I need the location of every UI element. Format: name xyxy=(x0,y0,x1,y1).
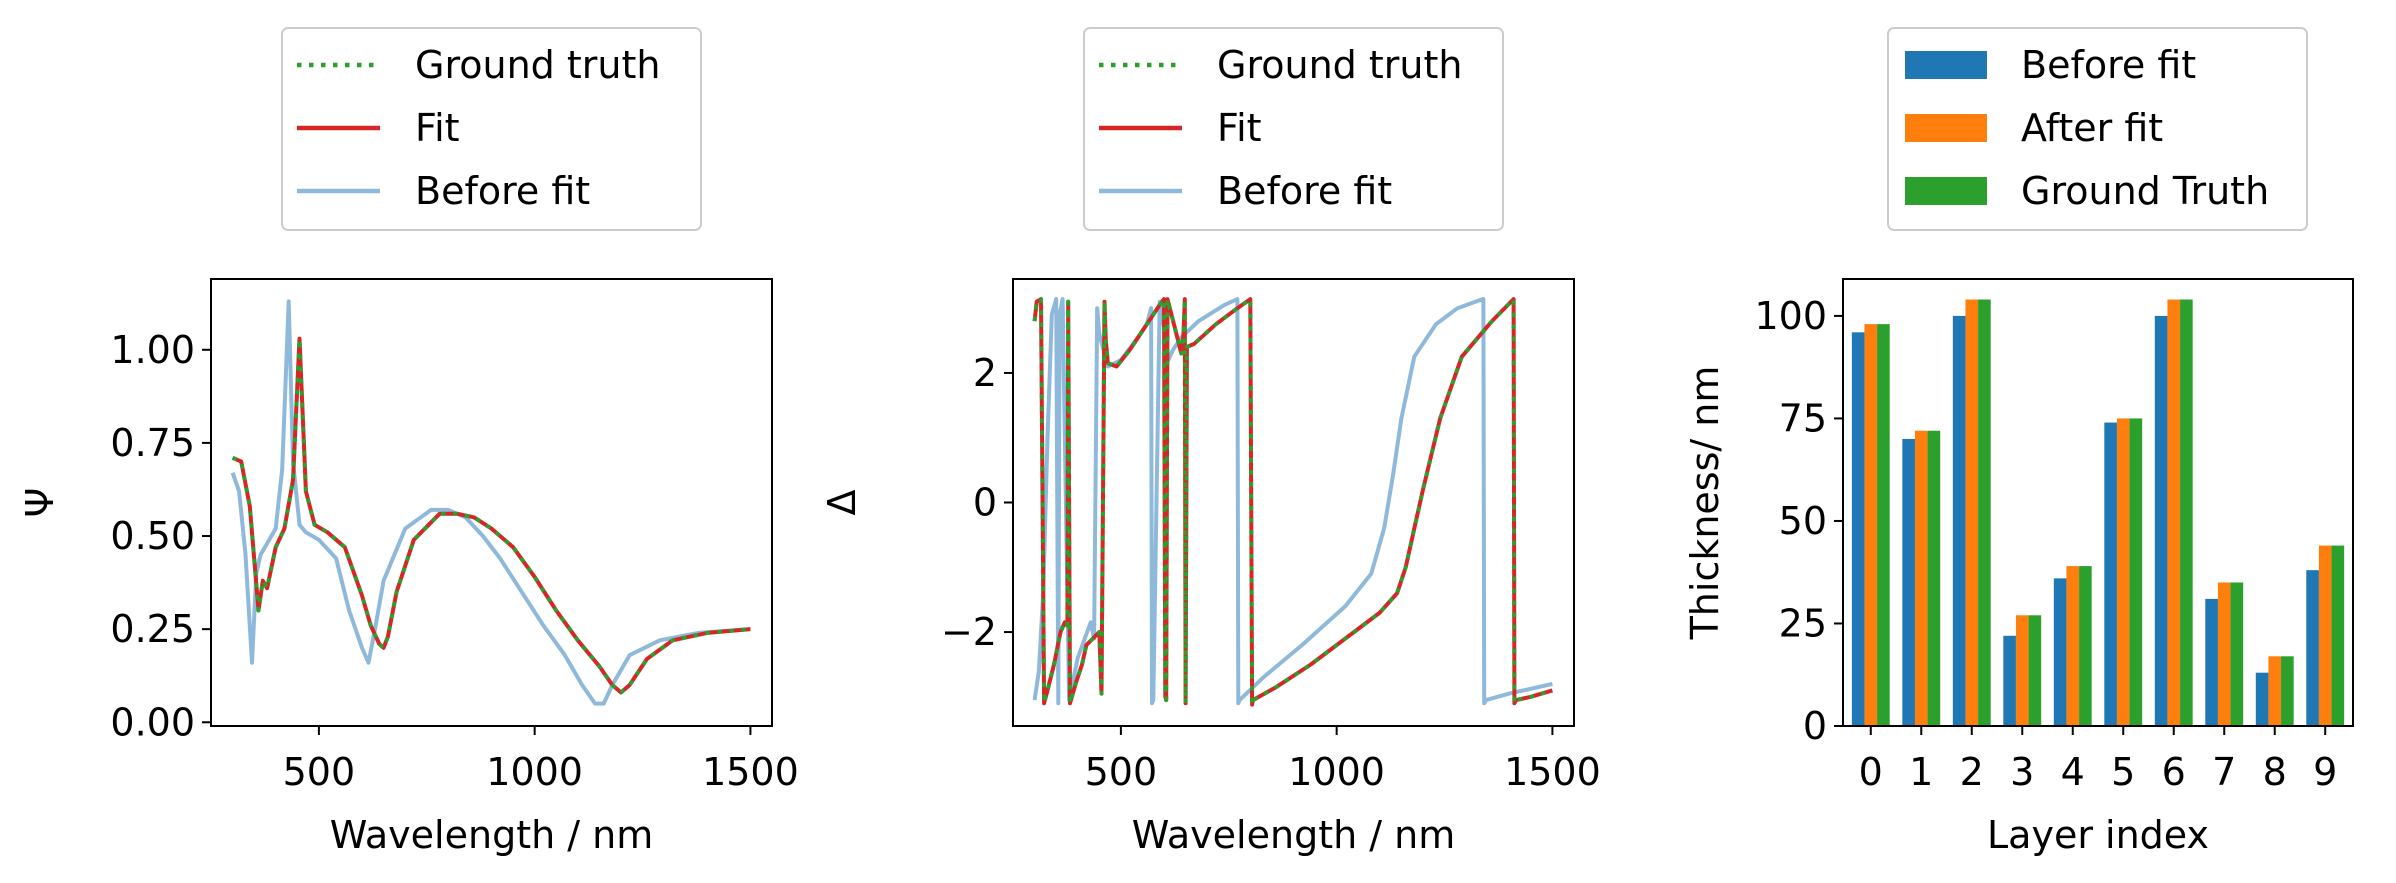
bar-ground-truth xyxy=(2180,299,2193,726)
bar-ground-truth xyxy=(2331,545,2345,726)
y-tick-label: −2 xyxy=(941,610,997,654)
legend-label: Before fit xyxy=(1217,169,1392,213)
x-tick-label: 1500 xyxy=(702,750,799,794)
legend: Before fit After fit Ground Truth xyxy=(1887,27,2308,231)
bar-ground-truth xyxy=(2230,582,2244,726)
legend-label: Fit xyxy=(1217,106,1262,150)
legend-label: Ground Truth xyxy=(2021,169,2269,213)
bar-after-fit xyxy=(2217,582,2231,726)
y-tick-label: 0 xyxy=(1803,704,1827,748)
chart-panel-1: 500 1000 1500 −2 0 2 Wavelength / nm Δ Ground tr… xyxy=(820,27,1601,857)
x-tick-label: 0 xyxy=(1859,750,1883,794)
y-tick-label: 50 xyxy=(1779,499,1827,543)
bar-after-fit xyxy=(2066,566,2080,726)
bar-ground-truth xyxy=(2129,418,2143,726)
x-tick-label: 1 xyxy=(1909,750,1933,794)
bar-ground-truth xyxy=(2028,615,2042,726)
bar-ground-truth xyxy=(2079,566,2092,726)
bar-after-fit xyxy=(2116,418,2130,726)
bar-before-fit xyxy=(1851,332,1865,726)
plot-frame xyxy=(1842,278,2354,727)
x-tick-label: 1000 xyxy=(1288,750,1385,794)
y-tick-label: 0.00 xyxy=(110,700,195,744)
y-axis-label: Thickness/ nm xyxy=(1683,366,1727,641)
bar-after-fit xyxy=(1864,324,1878,726)
bar-before-fit xyxy=(1902,438,1915,726)
bar-after-fit xyxy=(2015,615,2029,726)
legend-label: Before fit xyxy=(415,169,590,213)
bar-before-fit xyxy=(2306,570,2319,726)
bar-before-fit xyxy=(2154,315,2168,726)
series-line-before-fit xyxy=(230,299,751,706)
legend-swatch xyxy=(1905,177,1987,205)
bar-after-fit xyxy=(2318,545,2332,726)
y-axis-label: Δ xyxy=(820,490,864,516)
bar-after-fit xyxy=(1914,430,1928,726)
x-tick-label: 500 xyxy=(283,750,356,794)
legend-label: After fit xyxy=(2021,106,2163,150)
legend: Ground truth Fit Before fit xyxy=(1083,27,1504,231)
bar-before-fit xyxy=(1952,315,1966,726)
x-tick-label: 7 xyxy=(2212,750,2236,794)
legend-label: Before fit xyxy=(2021,43,2196,87)
legend-frame xyxy=(1887,27,2308,231)
x-tick-label: 1000 xyxy=(486,750,583,794)
bar-before-fit xyxy=(2053,578,2067,726)
legend: Ground truth Fit Before fit xyxy=(281,27,702,231)
x-tick-label: 1500 xyxy=(1504,750,1601,794)
x-tick-label: 6 xyxy=(2162,750,2186,794)
y-axis-label: Ψ xyxy=(18,488,62,518)
bar-after-fit xyxy=(2167,299,2181,726)
y-tick-label: 75 xyxy=(1779,396,1827,440)
x-axis-label: Layer index xyxy=(1987,813,2209,857)
bar-after-fit xyxy=(2268,656,2282,726)
bar-ground-truth xyxy=(1927,430,1941,726)
x-axis-label: Wavelength / nm xyxy=(1132,813,1455,857)
series-line-ground-truth xyxy=(231,336,751,695)
legend-frame xyxy=(281,27,702,231)
bar-before-fit xyxy=(2104,422,2117,726)
y-tick-label: 0.75 xyxy=(110,421,195,465)
x-axis-label: Wavelength / nm xyxy=(330,813,653,857)
y-tick-label: 2 xyxy=(973,351,997,395)
x-tick-label: 2 xyxy=(1960,750,1984,794)
y-tick-label: 1.00 xyxy=(110,328,195,372)
legend-swatch xyxy=(1905,51,1987,79)
y-tick-label: 100 xyxy=(1754,294,1827,338)
legend-frame xyxy=(1083,27,1504,231)
x-tick-label: 8 xyxy=(2263,750,2287,794)
bar-ground-truth xyxy=(1877,324,1890,726)
y-tick-label: 0.50 xyxy=(110,514,195,558)
x-tick-label: 3 xyxy=(2010,750,2034,794)
x-tick-label: 500 xyxy=(1085,750,1158,794)
legend-swatch xyxy=(1905,114,1987,142)
y-tick-label: 0 xyxy=(973,481,997,525)
x-tick-label: 9 xyxy=(2313,750,2337,794)
legend-label: Fit xyxy=(415,106,460,150)
chart-panel-0: 500 1000 1500 0.00 0.25 0.50 0.75 1.00 Wavelengt… xyxy=(18,27,799,857)
bar-ground-truth xyxy=(2281,656,2294,726)
y-tick-label: 25 xyxy=(1779,601,1827,645)
bar-ground-truth xyxy=(1978,299,1991,726)
bar-before-fit xyxy=(2255,672,2269,726)
plot-frame xyxy=(210,278,773,727)
bar-before-fit xyxy=(2205,598,2218,726)
bar-after-fit xyxy=(1965,299,1979,726)
series-line-ground-truth xyxy=(1032,297,1553,707)
bar-before-fit xyxy=(2003,635,2016,726)
y-tick-label: 0.25 xyxy=(110,607,195,651)
x-tick-label: 5 xyxy=(2111,750,2135,794)
x-tick-label: 4 xyxy=(2061,750,2085,794)
legend-label: Ground truth xyxy=(415,43,660,87)
legend-label: Ground truth xyxy=(1217,43,1462,87)
